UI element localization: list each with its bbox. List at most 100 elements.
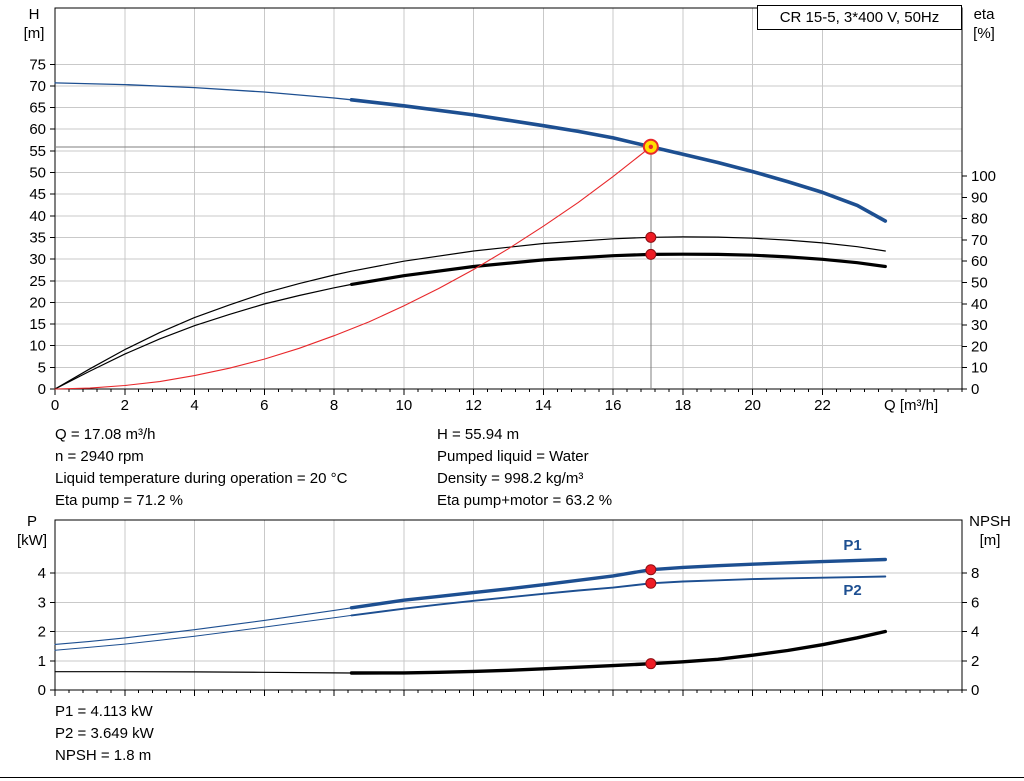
y-right-tick-label: 20: [971, 338, 988, 355]
plot-frame: [54, 7, 963, 390]
curve-p2-thin: [54, 614, 352, 651]
p-axis-title: P [kW]: [12, 512, 52, 550]
info-line-p1: P1 = 4.113 kW: [55, 703, 153, 720]
y-right-tick-label: 30: [971, 317, 988, 334]
x-tick-label: 16: [605, 397, 622, 414]
h-axis-unit: [m]: [23, 25, 45, 42]
y-right-tick-label: 70: [971, 232, 988, 249]
x-tick-label: 18: [675, 397, 692, 414]
info-line-eta-pump: Eta pump = 71.2 %: [55, 492, 183, 509]
y-left-tick-label: 0: [38, 381, 46, 398]
y-left-tick-label: 25: [29, 273, 46, 290]
info-line-q: Q = 17.08 m³/h: [55, 426, 156, 443]
y-left-tick-label: 10: [29, 338, 46, 355]
npsh-axis-symbol: NPSH: [969, 513, 1011, 530]
q-axis-title: Q [m³/h]: [884, 397, 939, 414]
y-right-tick-label: 80: [971, 211, 988, 228]
npsh-axis-title: NPSH [m]: [962, 512, 1018, 550]
y-left-tick-label: 1: [38, 653, 46, 670]
y-right-tick-label: 40: [971, 296, 988, 313]
duty-marker-dot: [645, 658, 657, 670]
p-axis-unit: [kW]: [17, 532, 47, 549]
y-left-tick-label: 0: [38, 682, 46, 699]
y-left-tick-label: 15: [29, 316, 46, 333]
x-tick-label: 20: [744, 397, 761, 414]
x-tick-label: 14: [535, 397, 552, 414]
y-left-tick-label: 2: [38, 624, 46, 641]
eta-axis-unit: [%]: [973, 25, 995, 42]
x-tick-label: 2: [121, 397, 129, 414]
info-line-npsh: NPSH = 1.8 m: [55, 747, 152, 764]
x-tick-label: 6: [260, 397, 268, 414]
eta-axis-symbol: eta: [973, 6, 995, 23]
duty-marker-dot: [645, 231, 657, 243]
curve-eta-pump-motor-thin: [54, 283, 353, 390]
info-line-eta-pump-motor: Eta pump+motor = 63.2 %: [437, 492, 613, 509]
info-line-p2: P2 = 3.649 kW: [55, 725, 154, 742]
plot-frame: [54, 519, 963, 691]
y-left-tick-label: 30: [29, 251, 46, 268]
y-left-tick-label: 45: [29, 186, 46, 203]
h-axis-title: H [m]: [16, 5, 52, 43]
y-right-tick-label: 60: [971, 253, 988, 270]
y-left-tick-label: 35: [29, 229, 46, 246]
curve-label-p2: P2: [843, 582, 861, 599]
curve-npsh-thin: [54, 671, 353, 674]
curve-p2: [350, 575, 887, 617]
y-left-tick-label: 65: [29, 100, 46, 117]
duty-marker-dot: [645, 577, 657, 589]
info-line-liquid: Pumped liquid = Water: [437, 448, 589, 465]
info-line-head: H = 55.94 m: [437, 426, 520, 443]
eta-axis-title: eta [%]: [961, 5, 1007, 43]
y-left-tick-label: 75: [29, 56, 46, 73]
operating-info-left: Q = 17.08 m³/h n = 2940 rpm Liquid tempe…: [55, 424, 347, 512]
pump-designation-box: CR 15-5, 3*400 V, 50Hz: [757, 5, 962, 30]
power-info: P1 = 4.113 kW P2 = 3.649 kW NPSH = 1.8 m: [55, 701, 154, 767]
y-left-tick-label: 20: [29, 294, 46, 311]
y-right-tick-label: 0: [971, 682, 979, 699]
curve-p1-thin: [54, 607, 353, 645]
curve-eta-pump-motor: [349, 252, 887, 286]
y-right-tick-label: 6: [971, 594, 979, 611]
y-right-tick-label: 90: [971, 189, 988, 206]
y-right-tick-label: 10: [971, 360, 988, 377]
y-left-tick-label: 40: [29, 208, 46, 225]
y-left-tick-label: 55: [29, 143, 46, 160]
y-left-tick-label: 50: [29, 165, 46, 182]
head-efficiency-chart: 0 2 4 6 8 10 12 14 16 18 20 22 0 5 10 15 20 25 30 35 40 45 50 5…: [29, 7, 996, 414]
p-axis-symbol: P: [26, 513, 37, 530]
curve-p1: [349, 557, 887, 610]
x-tick-label: 10: [396, 397, 413, 414]
x-tick-label: 4: [190, 397, 198, 414]
x-tick-label: 12: [465, 397, 482, 414]
curve-eta-pump: [54, 236, 886, 390]
y-left-tick-label: 3: [38, 594, 46, 611]
operating-info-right: H = 55.94 m Pumped liquid = Water Densit…: [437, 424, 612, 512]
h-axis-symbol: H: [28, 6, 40, 23]
y-left-tick-label: 70: [29, 78, 46, 95]
duty-point-center: [648, 144, 654, 149]
y-left-tick-label: 4: [38, 565, 46, 582]
info-line-speed: n = 2940 rpm: [55, 448, 144, 465]
y-right-tick-label: 50: [971, 275, 988, 292]
y-right-tick-label: 100: [971, 168, 996, 185]
duty-marker-dot: [645, 248, 657, 260]
npsh-axis-unit: [m]: [979, 532, 1001, 549]
y-right-tick-label: 2: [971, 653, 979, 670]
curve-h-curve: [349, 98, 888, 223]
y-left-tick-label: 5: [38, 359, 46, 376]
y-right-tick-label: 8: [971, 565, 979, 582]
curve-duty-parabola: [54, 146, 652, 390]
duty-marker-dot: [645, 564, 657, 576]
x-tick-label: 22: [814, 397, 831, 414]
bottom-divider: [0, 777, 1024, 778]
y-right-tick-label: 4: [971, 624, 979, 641]
x-tick-label: 0: [51, 397, 59, 414]
curve-npsh: [349, 629, 887, 675]
y-left-tick-label: 60: [29, 121, 46, 138]
curve-label-p1: P1: [843, 537, 861, 554]
info-line-density: Density = 998.2 kg/m³: [437, 470, 584, 487]
y-right-tick-label: 0: [971, 381, 979, 398]
power-npsh-chart: 0 1 2 3 4 0 2 4 6 8 P1 P2: [38, 519, 979, 699]
